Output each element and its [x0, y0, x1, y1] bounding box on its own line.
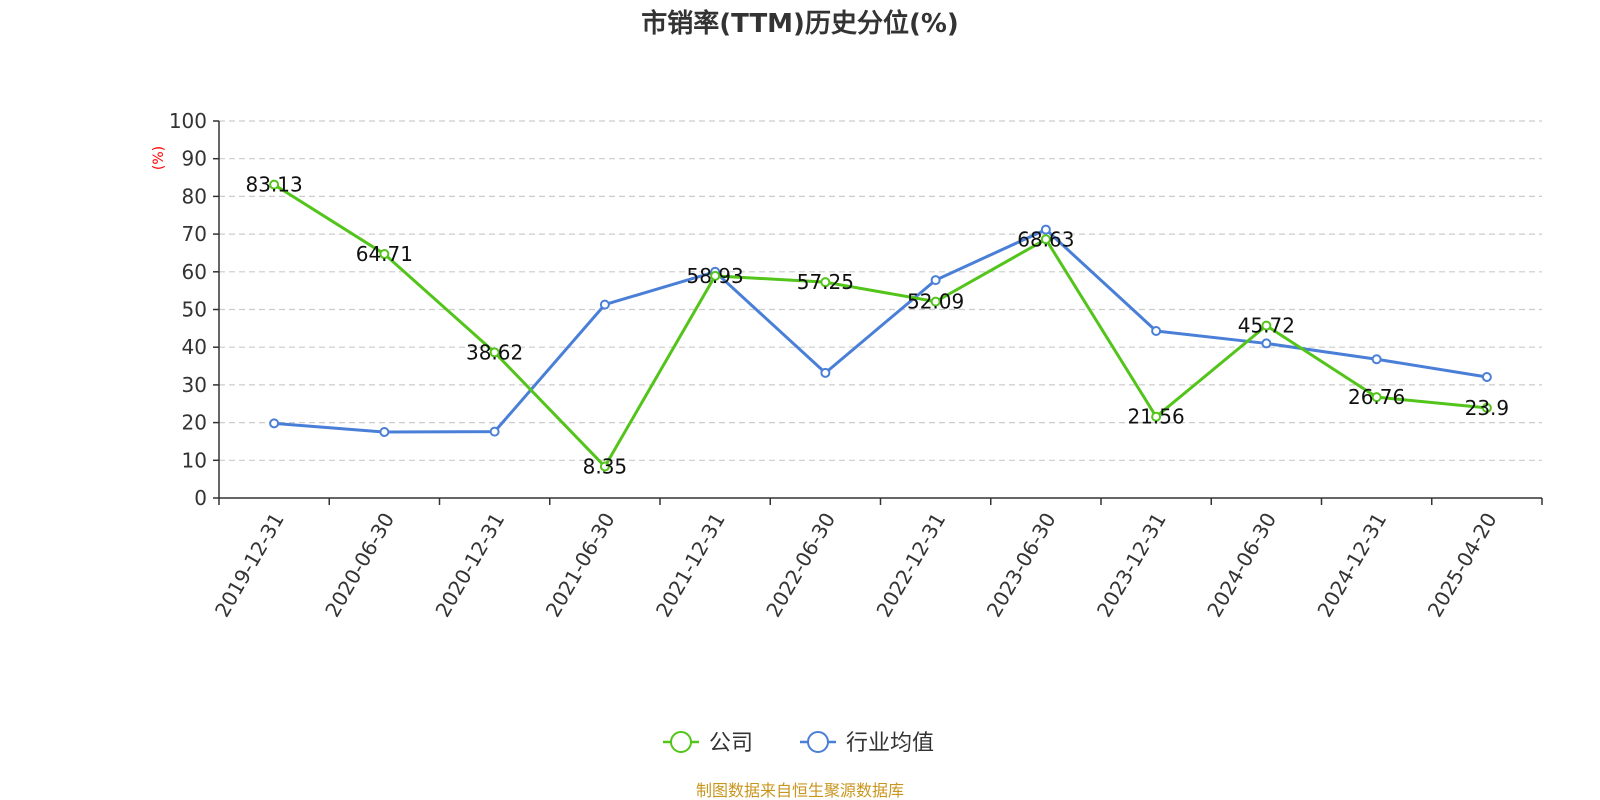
x-tick-label: 2023-06-30: [982, 509, 1061, 622]
series-0-point[interactable]: [1151, 411, 1162, 422]
series-1-point[interactable]: [820, 367, 831, 378]
x-tick-label: 2022-12-31: [871, 509, 950, 622]
x-tick-label: 2023-12-31: [1092, 509, 1171, 622]
y-tick-label: 70: [182, 222, 207, 246]
series-1-point[interactable]: [269, 418, 280, 429]
y-axis-label: (%): [151, 146, 167, 170]
legend[interactable]: 公司 行业均值: [663, 731, 934, 756]
series-0-point[interactable]: [930, 296, 941, 307]
series-0-point[interactable]: [269, 179, 280, 190]
data-label: 57.25: [797, 270, 854, 294]
data-labels: 83.13 64.71 38.62 8.35 58.93 57.25 52.09 68.63 2…: [245, 173, 1509, 479]
series-1-point[interactable]: [1040, 224, 1051, 235]
series-0-point[interactable]: [489, 347, 500, 358]
y-tick-label: 80: [182, 184, 207, 208]
data-label: 38.62: [466, 340, 523, 364]
legend-item-0[interactable]: 公司: [663, 731, 753, 756]
data-label: 68.63: [1017, 227, 1074, 251]
data-label: 23.9: [1465, 396, 1510, 420]
data-label: 52.09: [907, 290, 964, 314]
legend-marker: [807, 731, 829, 753]
x-tick-label: 2020-06-30: [320, 509, 399, 622]
data-label: 58.93: [686, 264, 743, 288]
data-label: 83.13: [245, 173, 302, 197]
y-tick-label: 0: [194, 486, 207, 510]
series-0-point[interactable]: [1481, 402, 1492, 413]
chart-title: 市销率(TTM)历史分位(%): [641, 8, 959, 39]
x-tick-label: 2021-06-30: [541, 509, 620, 622]
data-label: 45.72: [1238, 314, 1295, 338]
series-1-point[interactable]: [930, 275, 941, 286]
series-1-point[interactable]: [489, 426, 500, 437]
y-tick-label: 30: [182, 373, 207, 397]
series-1-point[interactable]: [1371, 354, 1382, 365]
series-line-1: [274, 228, 1488, 434]
data-label: 21.56: [1127, 405, 1184, 429]
series-0-point[interactable]: [710, 270, 721, 281]
series-layer: [269, 179, 1492, 472]
y-tick-label: 40: [182, 335, 207, 359]
x-tick-label: 2024-12-31: [1312, 509, 1391, 622]
x-tick-label: 2024-06-30: [1202, 509, 1281, 622]
series-0-point[interactable]: [1261, 320, 1272, 331]
y-tick-label: 10: [182, 448, 207, 472]
y-tick-label: 100: [169, 109, 207, 133]
series-line-0: [273, 183, 1488, 469]
y-tick-label: 20: [182, 411, 207, 435]
x-tick-label: 2025-04-20: [1423, 509, 1502, 622]
x-tick-label: 2020-12-31: [430, 509, 509, 622]
data-label: 8.35: [583, 455, 628, 479]
legend-marker: [670, 731, 692, 753]
y-tick-label: 60: [182, 260, 207, 284]
data-source-note: 制图数据来自恒生聚源数据库: [696, 781, 904, 800]
series-1-point[interactable]: [1151, 325, 1162, 336]
series-0-point[interactable]: [599, 461, 610, 472]
series-1-point[interactable]: [1481, 371, 1492, 382]
series-1-point[interactable]: [599, 299, 610, 310]
series-1-point[interactable]: [1261, 338, 1272, 349]
grid: [219, 120, 1542, 461]
axes: 0 10 20 30 40 50 60 70 80 90 100 2019-12-31 2020-06-…: [169, 109, 1543, 622]
series-1-point[interactable]: [379, 427, 390, 438]
y-tick-label: 50: [182, 298, 207, 322]
x-tick-label: 2022-06-30: [761, 509, 840, 622]
data-label: 26.76: [1348, 385, 1405, 409]
series-0-point[interactable]: [1371, 392, 1382, 403]
x-tick-label: 2019-12-31: [210, 509, 289, 622]
legend-item-1[interactable]: 行业均值: [800, 731, 934, 756]
x-tick-label: 2021-12-31: [651, 509, 730, 622]
data-label: 64.71: [356, 242, 413, 266]
series-0-point[interactable]: [820, 277, 831, 288]
series-0-point[interactable]: [1040, 234, 1051, 245]
y-tick-label: 90: [182, 147, 207, 171]
series-0-point[interactable]: [379, 249, 390, 260]
legend-label: 公司: [709, 731, 753, 756]
legend-label: 行业均值: [846, 731, 934, 756]
